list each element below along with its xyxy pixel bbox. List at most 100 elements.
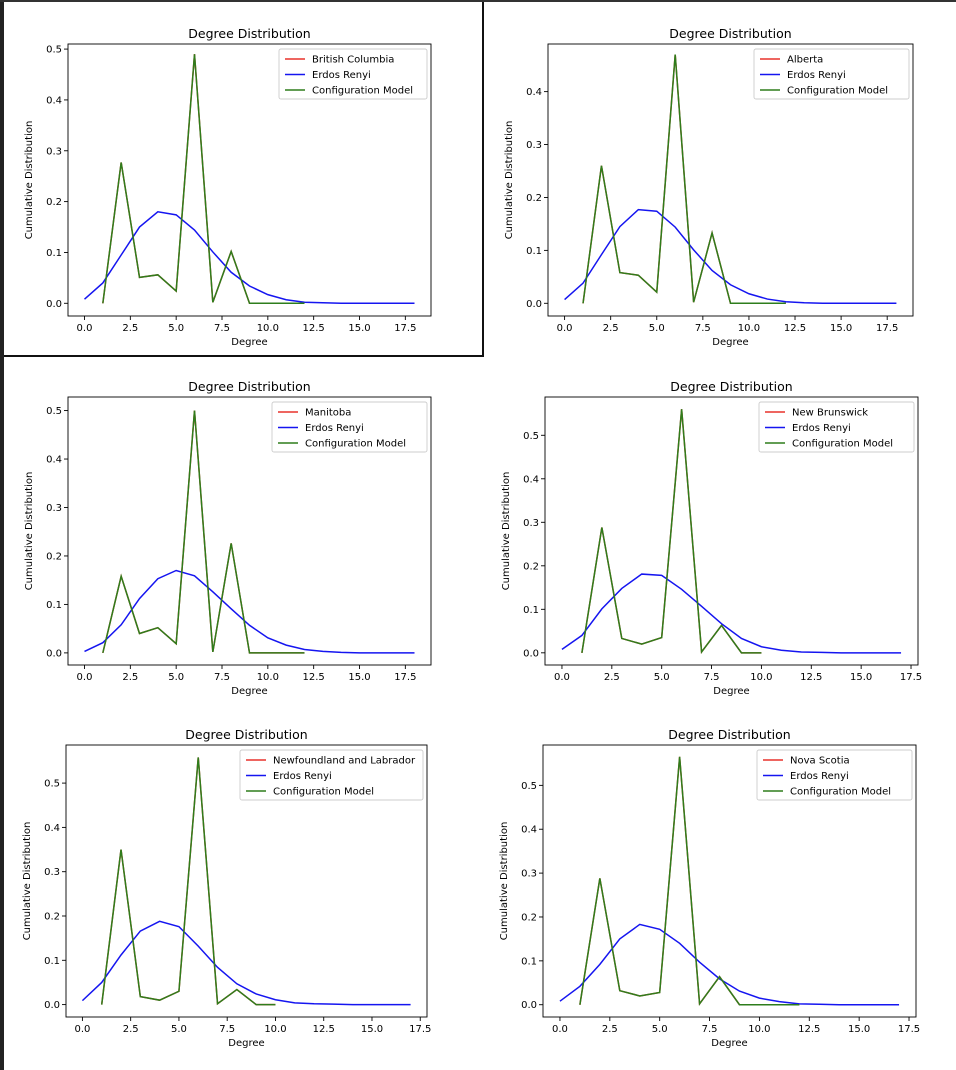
- y-tick-label: 0.1: [44, 956, 60, 967]
- legend-label-configuration: Configuration Model: [787, 86, 888, 97]
- x-tick-label: 12.5: [784, 323, 806, 334]
- x-tick-label: 17.5: [900, 672, 922, 683]
- legend-label-configuration: Configuration Model: [273, 787, 374, 798]
- legend-box: [271, 401, 428, 453]
- y-tick-label: 0.5: [44, 779, 60, 790]
- chart-title: Degree Distribution: [185, 727, 307, 742]
- series-line-configuration: [102, 410, 305, 654]
- chart-title: Degree Distribution: [669, 26, 791, 41]
- x-tick-label: 0.0: [77, 672, 93, 683]
- x-tick-label: 10.0: [257, 672, 279, 683]
- top-border-line: [0, 0, 956, 2]
- legend-label-province: British Columbia: [312, 55, 394, 66]
- y-tick-label: 0.4: [526, 87, 542, 98]
- series-line-configuration: [579, 756, 800, 1006]
- x-tick-label: 5.0: [649, 323, 665, 334]
- x-axis-label: Degree: [228, 1038, 264, 1049]
- plot-frame: [65, 744, 428, 1018]
- legend-box: [756, 749, 913, 801]
- y-tick-label: 0.2: [526, 193, 542, 204]
- x-tick-label: 2.5: [602, 1024, 618, 1035]
- chart-title: Degree Distribution: [670, 379, 792, 394]
- plot-frame: [547, 43, 914, 317]
- y-tick-label: 0.0: [46, 299, 62, 310]
- y-tick-label: 0.0: [526, 299, 542, 310]
- plot-frame: [542, 744, 917, 1018]
- y-tick-label: 0.5: [521, 781, 537, 792]
- legend-label-configuration: Configuration Model: [312, 86, 413, 97]
- legend-label-province: Alberta: [787, 55, 823, 66]
- x-tick-label: 10.0: [738, 323, 760, 334]
- x-tick-label: 7.5: [214, 672, 230, 683]
- y-tick-label: 0.4: [46, 455, 62, 466]
- x-tick-label: 5.0: [652, 1024, 668, 1035]
- x-tick-label: 12.5: [798, 1024, 820, 1035]
- y-tick-label: 0.1: [521, 956, 537, 967]
- legend-label-erdos_renyi: Erdos Renyi: [790, 771, 849, 782]
- y-tick-label: 0.2: [521, 912, 537, 923]
- y-tick-label: 0.0: [46, 648, 62, 659]
- x-tick-label: 17.5: [409, 1024, 431, 1035]
- series-line-configuration: [581, 409, 762, 654]
- legend-label-erdos_renyi: Erdos Renyi: [312, 70, 371, 81]
- plot-frame: [544, 396, 919, 666]
- y-tick-label: 0.5: [46, 45, 62, 56]
- x-tick-label: 7.5: [702, 1024, 718, 1035]
- x-tick-label: 15.0: [348, 672, 370, 683]
- x-tick-label: 17.5: [394, 672, 416, 683]
- x-tick-label: 2.5: [123, 1024, 139, 1035]
- legend-label-erdos_renyi: Erdos Renyi: [273, 771, 332, 782]
- legend-box: [753, 48, 910, 100]
- x-axis-label: Degree: [231, 686, 267, 697]
- x-tick-label: 0.0: [77, 323, 93, 334]
- x-tick-label: 10.0: [264, 1024, 286, 1035]
- chart-title: Degree Distribution: [188, 26, 310, 41]
- x-axis-label: Degree: [713, 686, 749, 697]
- series-line-configuration: [100, 757, 276, 1006]
- y-tick-label: 0.3: [46, 146, 62, 157]
- x-tick-label: 5.0: [168, 323, 184, 334]
- legend-label-province: Manitoba: [305, 408, 351, 419]
- chart-newfoundland-and-labrador: Degree Distribution 0.0 2.5 5.0 7.5 10.0 12.5 1…: [22, 727, 431, 1049]
- x-tick-label: 17.5: [898, 1024, 920, 1035]
- y-tick-label: 0.4: [523, 474, 539, 485]
- x-tick-label: 10.0: [750, 672, 772, 683]
- chart-title: Degree Distribution: [668, 727, 790, 742]
- x-tick-label: 7.5: [695, 323, 711, 334]
- legend-label-province: Nova Scotia: [790, 756, 850, 767]
- y-tick-label: 0.0: [44, 1000, 60, 1011]
- y-tick-label: 0.3: [523, 518, 539, 529]
- x-tick-label: 0.0: [557, 323, 573, 334]
- x-tick-label: 10.0: [257, 323, 279, 334]
- x-tick-label: 2.5: [604, 672, 620, 683]
- x-tick-label: 0.0: [554, 672, 570, 683]
- series-line-erdos_renyi: [559, 923, 900, 1006]
- x-tick-label: 15.0: [348, 323, 370, 334]
- chart-new-brunswick: Degree Distribution 0.0 2.5 5.0 7.5 10.0 12.5 1…: [501, 379, 922, 697]
- x-tick-label: 15.0: [848, 1024, 870, 1035]
- x-tick-label: 15.0: [830, 323, 852, 334]
- legend-box: [758, 401, 915, 453]
- legend-label-erdos_renyi: Erdos Renyi: [787, 70, 846, 81]
- x-tick-label: 0.0: [552, 1024, 568, 1035]
- chart-manitoba: Degree Distribution 0.0 2.5 5.0 7.5 10.0 12.5 1…: [24, 379, 432, 697]
- left-border-bar: [0, 0, 4, 1070]
- series-line-erdos_renyi: [84, 210, 415, 305]
- plot-frame: [67, 396, 432, 666]
- plot-frame: [67, 43, 432, 317]
- y-tick-label: 0.5: [46, 406, 62, 417]
- y-axis-label: Cumulative Distribution: [24, 472, 35, 591]
- x-tick-label: 12.5: [303, 323, 325, 334]
- y-tick-label: 0.3: [46, 503, 62, 514]
- legend-label-erdos_renyi: Erdos Renyi: [305, 423, 364, 434]
- y-tick-label: 0.3: [526, 140, 542, 151]
- legend-label-configuration: Configuration Model: [305, 439, 406, 450]
- legend-label-province: Newfoundland and Labrador: [273, 756, 416, 767]
- y-tick-label: 0.3: [44, 867, 60, 878]
- x-tick-label: 5.0: [168, 672, 184, 683]
- x-tick-label: 17.5: [394, 323, 416, 334]
- x-axis-label: Degree: [711, 1038, 747, 1049]
- x-tick-label: 12.5: [313, 1024, 335, 1035]
- series-line-erdos_renyi: [84, 569, 415, 654]
